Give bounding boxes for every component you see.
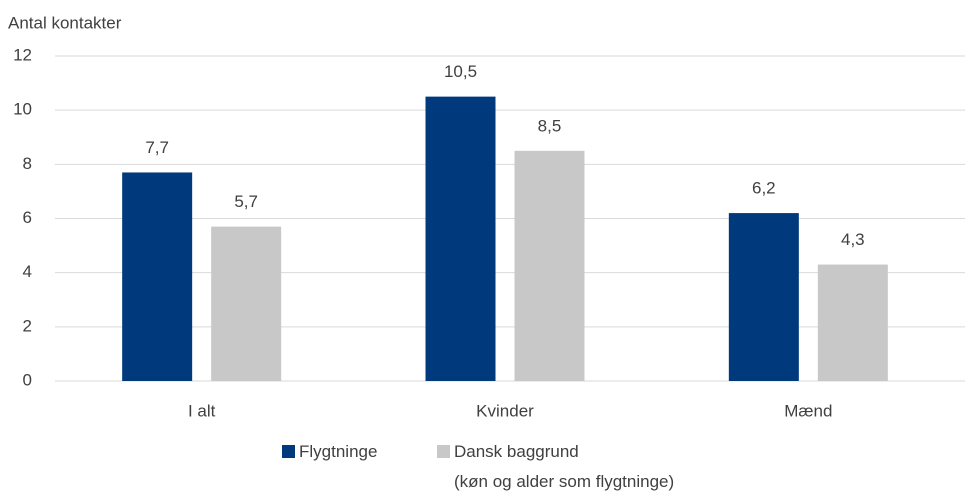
value-label: 5,7 [234, 192, 258, 211]
y-tick-label: 8 [23, 154, 32, 173]
y-axis-title: Antal kontakter [8, 13, 122, 32]
legend-label: Flygtninge [299, 442, 378, 461]
y-tick-label: 2 [23, 316, 32, 335]
legend-item: Dansk baggrund (køn og alder som flygtni… [437, 437, 674, 493]
y-tick-label: 4 [23, 262, 32, 281]
bar [425, 96, 496, 381]
bar [817, 264, 888, 381]
value-label: 8,5 [538, 116, 562, 135]
x-tick-label: I alt [188, 401, 216, 420]
value-label: 7,7 [145, 138, 169, 157]
y-tick-label: 0 [23, 370, 32, 389]
y-tick-label: 6 [23, 208, 32, 227]
value-label: 10,5 [444, 62, 477, 81]
x-tick-label: Mænd [784, 401, 832, 420]
bar [728, 213, 799, 381]
bar [514, 150, 585, 381]
legend-swatch [437, 445, 450, 458]
y-tick-label: 12 [13, 45, 32, 64]
chart: Antal kontakter 0 2 4 6 8 10 12 I alt 7,7 5,7 Kvin… [8, 13, 965, 420]
bar [211, 226, 282, 381]
x-tick-label: Kvinder [476, 401, 534, 420]
y-tick-label: 10 [13, 100, 32, 119]
legend-swatch [282, 445, 295, 458]
legend-label: Dansk baggrund (køn og alder som flygtni… [454, 442, 675, 491]
legend-item: Flygtninge [282, 437, 377, 467]
bar [122, 172, 193, 381]
value-label: 6,2 [752, 179, 776, 198]
value-label: 4,3 [841, 230, 865, 249]
